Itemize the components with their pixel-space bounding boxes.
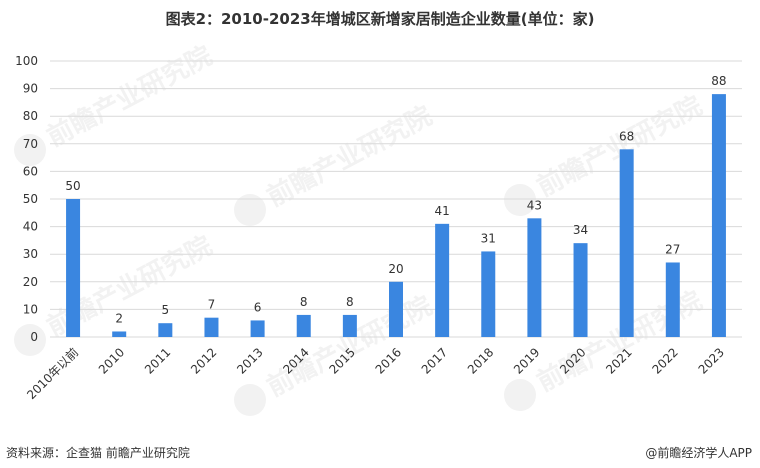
bar [112,331,127,337]
y-tick-label: 80 [23,109,38,123]
x-tick-label: 2011 [142,345,173,376]
bar [527,218,542,337]
bar [665,262,680,337]
x-tick-label: 2010 [96,345,127,376]
bar [389,281,403,337]
x-tick-label: 2012 [188,345,219,376]
data-label: 43 [527,198,542,212]
watermark-logo-icon [14,324,46,356]
data-label: 7 [208,298,216,312]
y-tick-labels: 0 10 20 30 40 50 60 70 80 90 100 [15,54,38,344]
data-label: 8 [346,295,354,309]
watermark-text: 前瞻产业研究院 [532,285,707,398]
y-tick-label: 60 [23,164,38,178]
y-tick-label: 90 [23,82,38,96]
bar [481,251,496,337]
x-tick-label: 2018 [465,345,496,376]
bar [204,317,219,337]
data-label: 31 [481,231,496,245]
data-label: 2 [115,311,123,325]
data-label: 50 [65,179,80,193]
watermark-logo-icon [504,379,536,411]
x-tick-label: 2023 [696,345,727,376]
x-tick-labels: 2010年以前 2010 2011 2012 2013 2014 2015 2016 2017 2… [24,345,728,403]
data-label: 68 [619,129,634,143]
y-tick-label: 40 [23,220,38,234]
bar [158,323,173,337]
x-tick-label: 2013 [234,345,265,376]
watermark-text: 前瞻产业研究院 [532,90,707,203]
y-tick-label: 70 [23,137,38,151]
bar [573,243,588,337]
y-tick-label: 30 [23,247,38,261]
data-label: 41 [434,204,449,218]
chart-title: 图表2：2010-2023年增城区新增家居制造企业数量(单位：家) [165,10,595,28]
watermark-logo-icon [504,184,536,216]
y-tick-label: 0 [30,330,38,344]
y-tick-label: 20 [23,275,38,289]
data-label: 5 [162,303,170,317]
x-tick-label: 2022 [649,345,680,376]
watermark-text: 前瞻产业研究院 [262,100,437,213]
bar [711,94,726,338]
brand-credit: @前瞻经济学人APP [645,446,752,460]
data-label: 27 [665,242,680,256]
x-tick-label: 2017 [419,345,450,376]
x-tick-label: 2016 [373,345,404,376]
data-label: 8 [300,295,308,309]
data-label: 20 [388,262,403,276]
watermark-logo-icon [14,134,46,166]
data-label: 34 [573,223,588,237]
data-label: 88 [711,74,726,88]
bars [66,94,726,338]
bar [435,223,450,337]
y-tick-label: 100 [15,54,38,68]
y-tick-label: 10 [23,302,38,316]
y-tick-label: 50 [23,192,38,206]
watermark-text: 前瞻产业研究院 [42,40,217,153]
bar [342,314,357,337]
bar [296,314,311,337]
watermark-logo-icon [234,194,266,226]
bar [619,149,634,337]
watermark-logo-icon [234,384,266,416]
source-note: 资料来源：企查猫 前瞻产业研究院 [6,446,190,460]
bar [250,320,265,337]
data-label: 6 [254,300,262,314]
bar [66,199,81,337]
